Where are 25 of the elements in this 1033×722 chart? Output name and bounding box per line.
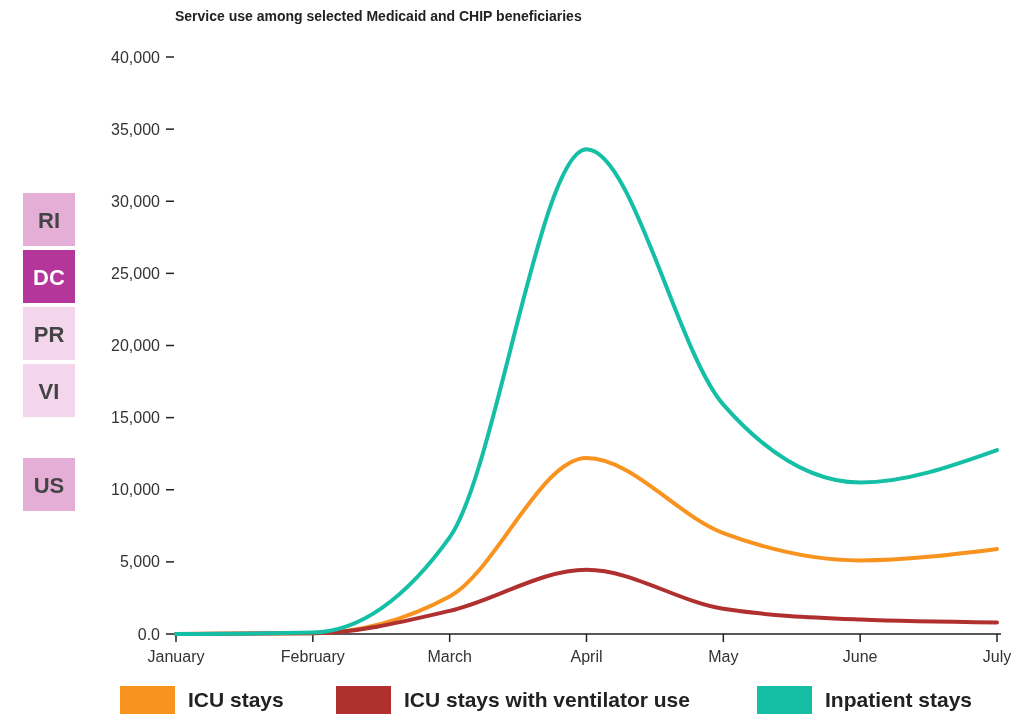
- x-tick-label: July: [982, 648, 1012, 665]
- state-button: US: [23, 458, 75, 511]
- legend-label: ICU stays with ventilator use: [404, 688, 690, 712]
- chart-title: Service use among selected Medicaid and CHIP beneficiaries: [175, 8, 582, 24]
- x-tick-label: April: [570, 648, 603, 665]
- state-button: PR: [23, 307, 75, 360]
- y-tick-label: 0.0: [137, 625, 161, 643]
- y-tick-label: 25,000: [111, 264, 161, 282]
- x-tick-label: June: [842, 648, 878, 665]
- y-tick-label: 40,000: [111, 48, 161, 66]
- x-tick-label: March: [427, 648, 472, 665]
- y-tick-label: 20,000: [111, 337, 161, 355]
- y-tick-label: 15,000: [111, 409, 161, 427]
- y-tick-label: 35,000: [111, 120, 161, 138]
- y-tick-label: 5,000: [119, 553, 161, 571]
- x-tick-label: February: [280, 648, 345, 665]
- legend-label: ICU stays: [188, 688, 284, 712]
- state-button: RI: [23, 193, 75, 246]
- y-tick-label: 10,000: [111, 481, 161, 499]
- state-button: VI: [23, 364, 75, 417]
- x-tick-label: January: [147, 648, 205, 665]
- legend-label: Inpatient stays: [825, 688, 973, 712]
- x-tick-label: May: [708, 648, 739, 665]
- y-tick-label: 30,000: [111, 192, 161, 210]
- state-button: DC: [23, 250, 75, 303]
